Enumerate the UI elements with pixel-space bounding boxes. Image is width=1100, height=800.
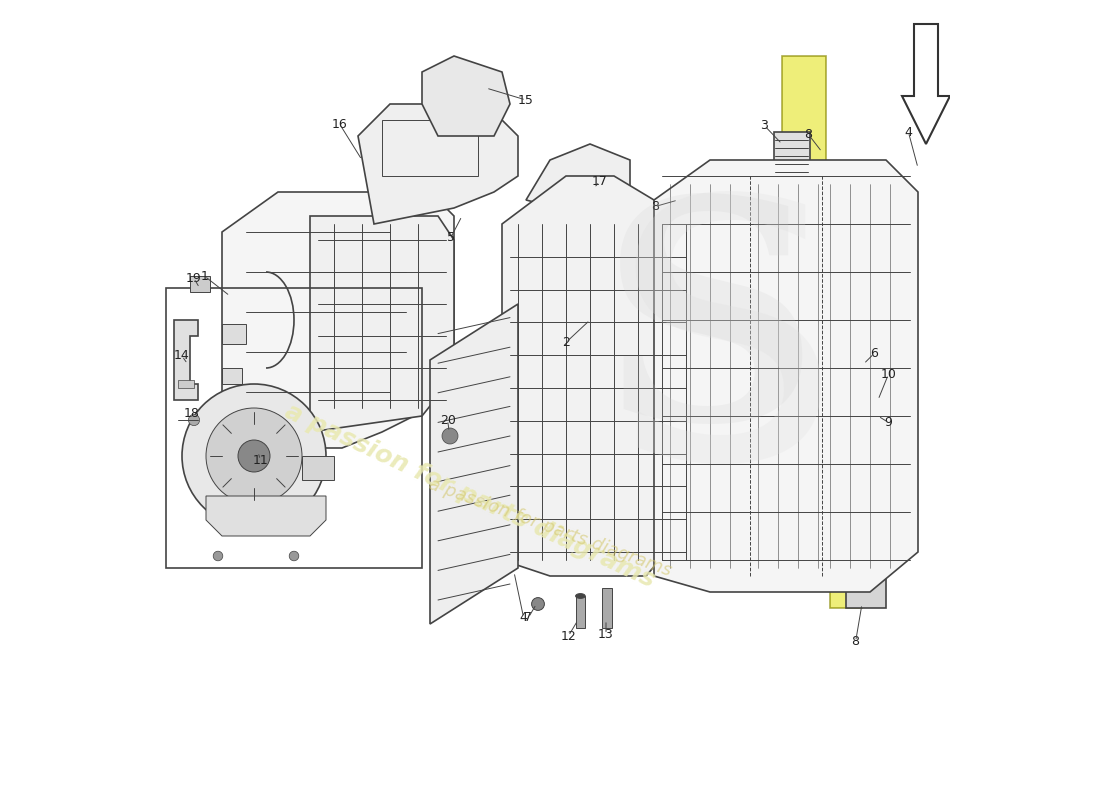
Bar	[774, 132, 810, 176]
Polygon shape	[310, 216, 454, 432]
Circle shape	[206, 408, 302, 504]
Bar	[575, 596, 585, 628]
Text: 19: 19	[186, 272, 202, 285]
Text: 20: 20	[440, 414, 455, 426]
Text: S: S	[600, 188, 821, 484]
Text: 10: 10	[880, 368, 896, 381]
Text: 2: 2	[562, 336, 570, 349]
Polygon shape	[358, 104, 518, 224]
Circle shape	[442, 428, 458, 444]
Polygon shape	[422, 56, 510, 136]
Text: 8: 8	[804, 128, 813, 141]
Bar	[870, 434, 906, 456]
Text: S: S	[612, 186, 840, 534]
Circle shape	[182, 384, 326, 528]
Bar	[222, 368, 242, 384]
Text: 5: 5	[447, 231, 454, 244]
Text: 15: 15	[518, 94, 534, 106]
Bar	[302, 456, 334, 480]
Bar	[602, 588, 612, 628]
Text: 6: 6	[870, 347, 878, 360]
Text: a passion for parts diagrams: a passion for parts diagrams	[282, 399, 659, 593]
Polygon shape	[654, 160, 918, 592]
Text: 14: 14	[174, 350, 190, 362]
Polygon shape	[174, 320, 198, 400]
Bar	[166, 288, 422, 568]
Circle shape	[238, 440, 270, 472]
Bar	[782, 56, 826, 216]
Polygon shape	[502, 176, 694, 576]
Text: 1: 1	[200, 270, 208, 282]
Circle shape	[188, 414, 199, 426]
Text: 8: 8	[651, 200, 660, 213]
Text: 4: 4	[519, 611, 528, 624]
Polygon shape	[902, 24, 950, 144]
Circle shape	[289, 551, 299, 561]
Circle shape	[531, 598, 544, 610]
Bar	[846, 576, 886, 608]
Text: 17: 17	[592, 175, 607, 188]
Bar	[190, 276, 210, 292]
Circle shape	[213, 551, 223, 561]
Text: 4: 4	[904, 126, 912, 138]
Bar	[222, 324, 246, 344]
Text: 9: 9	[884, 416, 892, 429]
Polygon shape	[206, 496, 326, 536]
Bar	[178, 380, 194, 388]
Polygon shape	[430, 304, 518, 624]
Ellipse shape	[575, 594, 585, 598]
Text: 8: 8	[851, 635, 859, 648]
Polygon shape	[526, 144, 630, 216]
Circle shape	[845, 358, 864, 378]
Text: 16: 16	[332, 118, 348, 130]
Bar	[382, 120, 478, 176]
Text: 7: 7	[525, 611, 532, 624]
Bar	[830, 560, 862, 608]
Text: 3: 3	[760, 119, 768, 132]
Text: 18: 18	[184, 407, 199, 420]
Text: a passion for parts diagrams: a passion for parts diagrams	[426, 475, 674, 581]
Bar	[870, 402, 906, 424]
Text: 12: 12	[561, 630, 576, 642]
Polygon shape	[222, 192, 454, 448]
Text: 13: 13	[598, 628, 614, 641]
Text: 11: 11	[253, 454, 268, 466]
